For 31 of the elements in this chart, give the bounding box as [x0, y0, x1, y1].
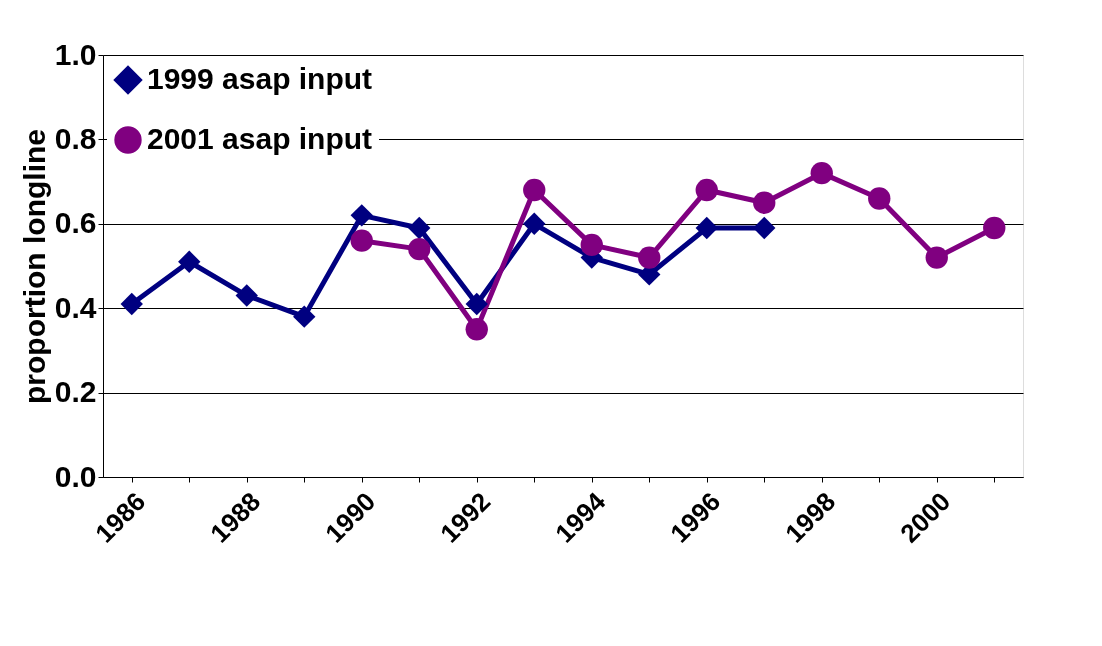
legend-label: 2001 asap input: [147, 122, 373, 155]
point: [695, 216, 718, 240]
point: [753, 216, 776, 240]
point: [120, 292, 143, 316]
point: [983, 216, 1006, 240]
point: [465, 318, 488, 341]
point: [868, 187, 891, 210]
y-tick-label: 0.8: [54, 121, 97, 155]
point: [523, 178, 546, 202]
point: [408, 237, 431, 261]
y-tick-label: 0.4: [54, 290, 97, 324]
point: [350, 229, 373, 252]
point: [293, 305, 316, 328]
point: [235, 284, 258, 307]
y-tick-label: 0.6: [54, 206, 97, 240]
y-tick-label: 1.0: [54, 37, 97, 71]
point: [925, 246, 948, 269]
point: [810, 162, 833, 185]
point: [638, 246, 661, 269]
point: [580, 233, 603, 257]
legend-label: 1999 asap input: [147, 62, 373, 95]
y-tick-label: 0.0: [54, 459, 97, 493]
point: [695, 178, 718, 202]
point: [408, 216, 431, 240]
point: [465, 292, 488, 316]
point: [753, 191, 776, 214]
y-axis-title: proportion longline: [17, 129, 51, 404]
y-tick-label: 0.2: [54, 375, 97, 409]
point: [523, 212, 546, 235]
point: [350, 204, 373, 227]
point: [178, 250, 201, 273]
